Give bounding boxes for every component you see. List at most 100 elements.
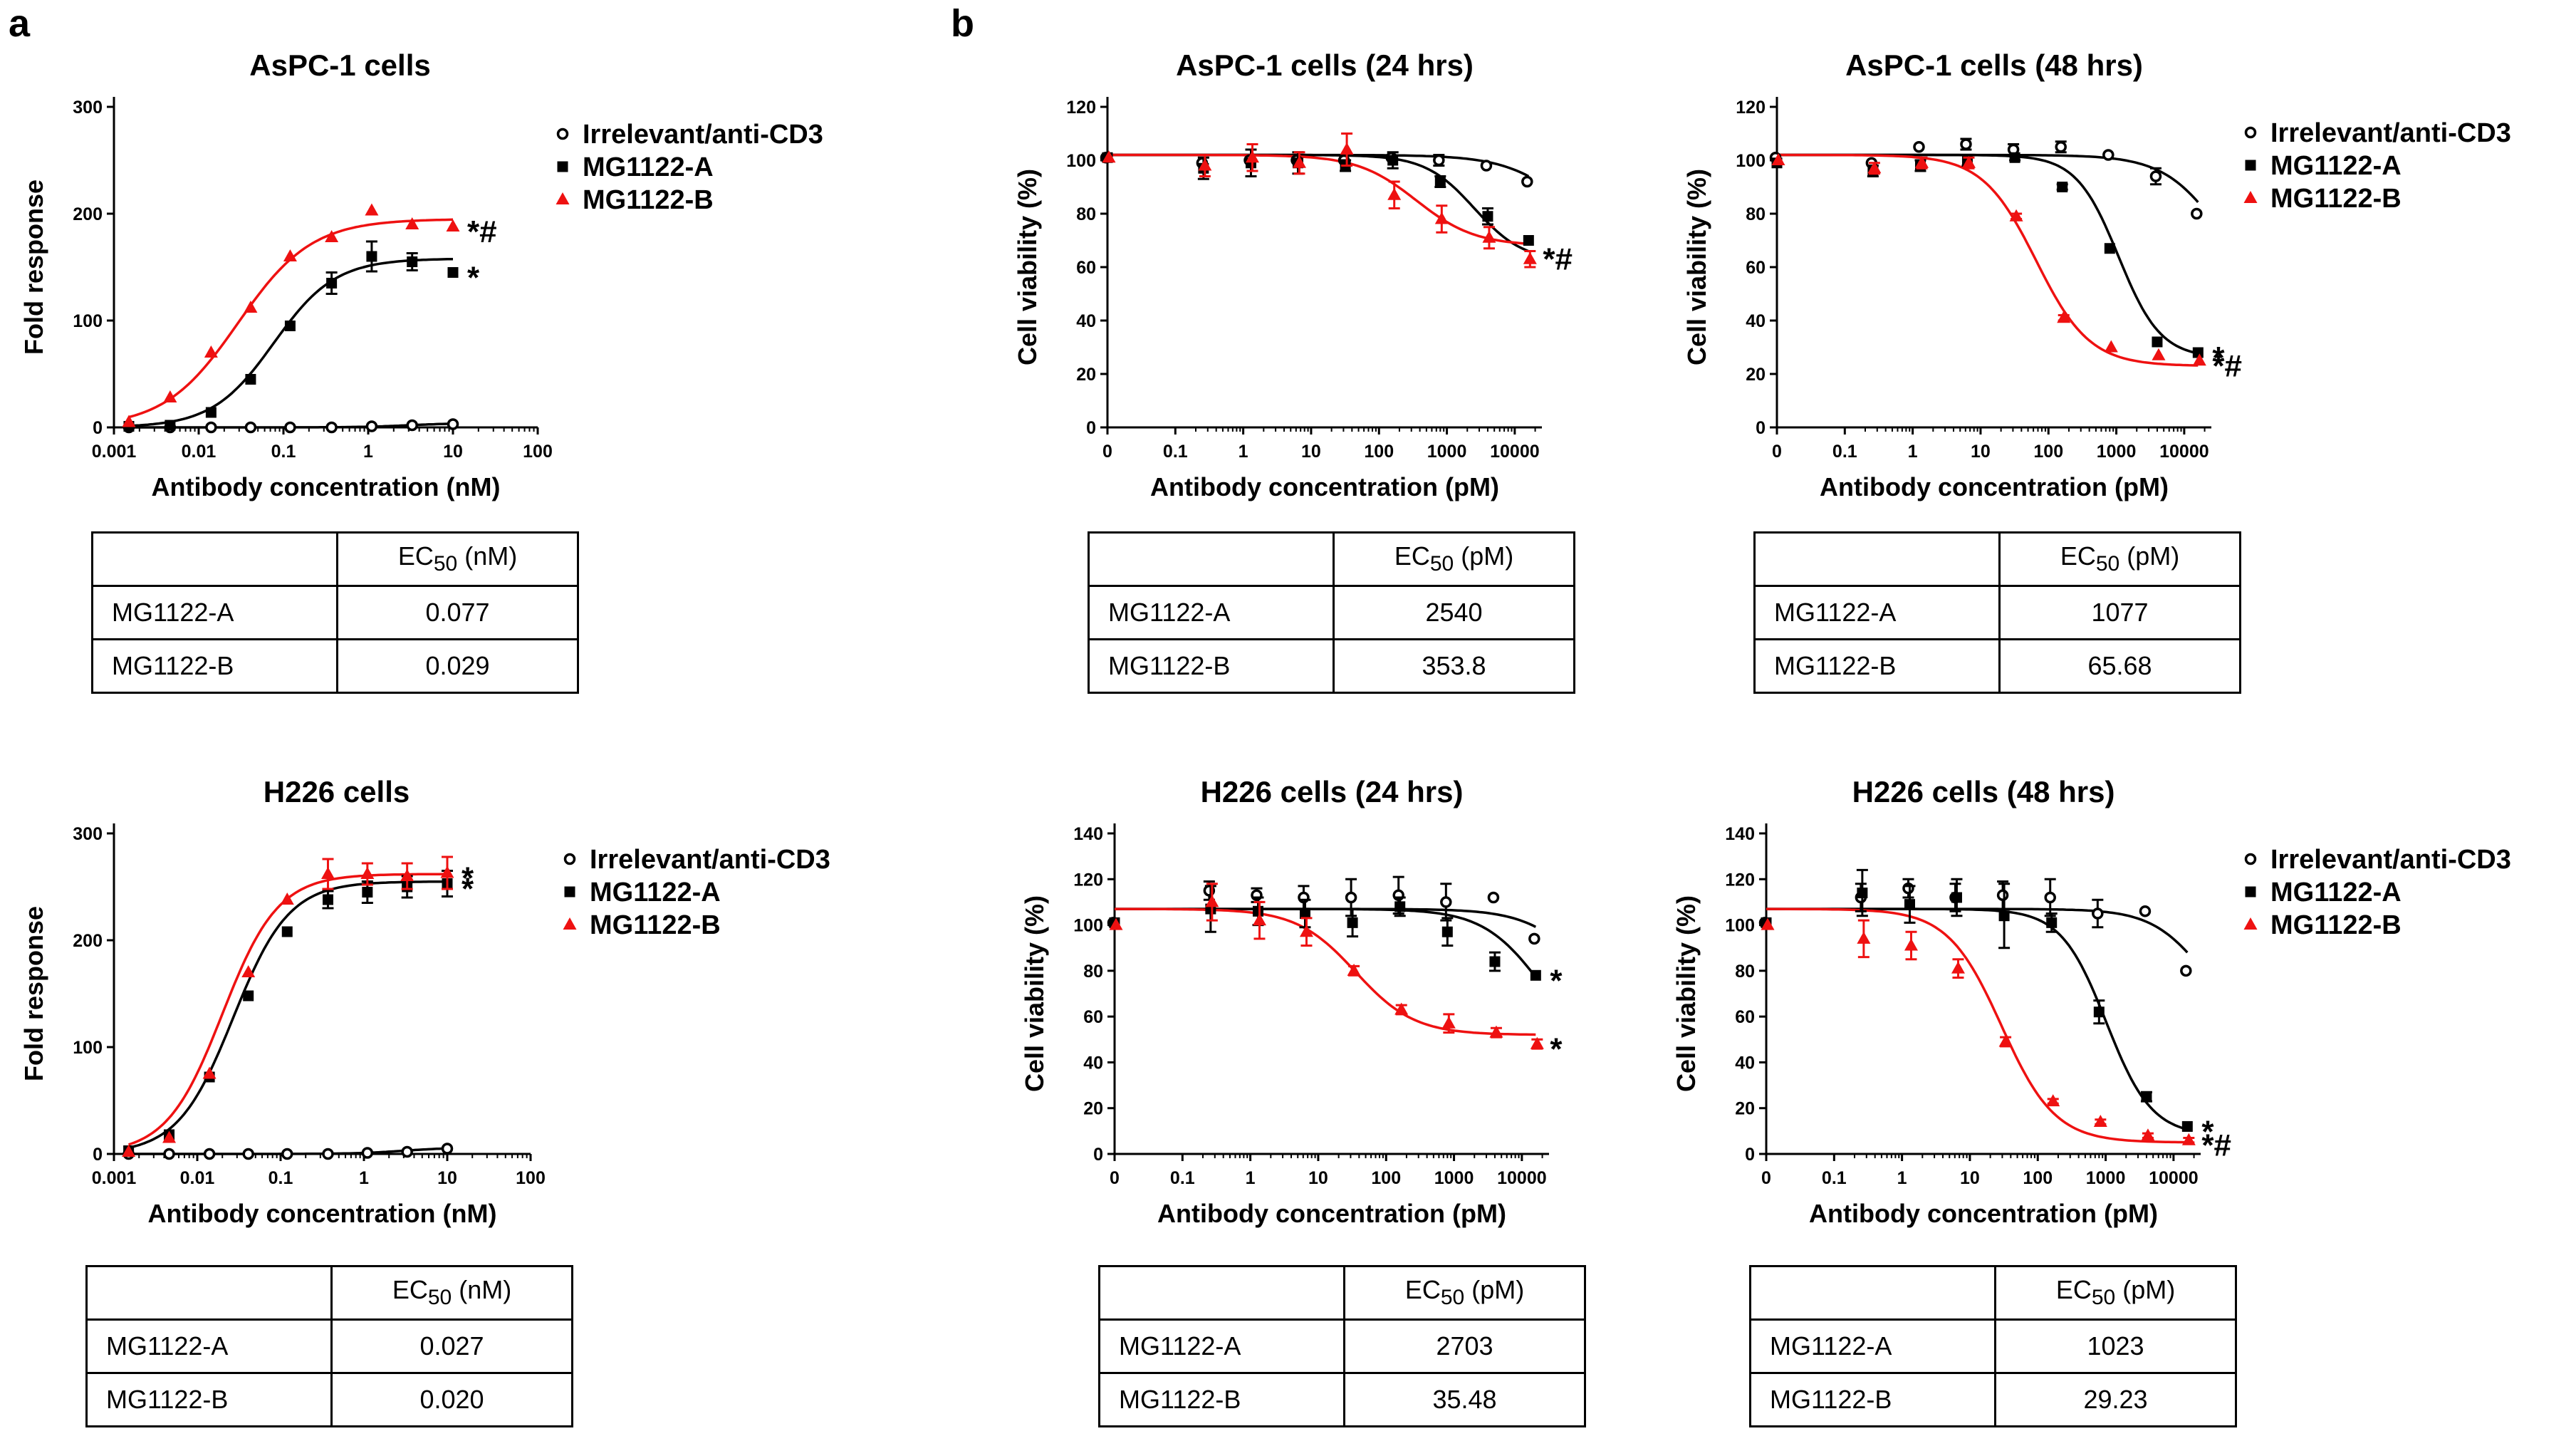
data-point xyxy=(325,421,338,434)
data-point xyxy=(1299,908,1310,919)
data-point xyxy=(1387,155,1399,166)
data-point xyxy=(242,1148,254,1160)
ec50-value: 65.68 xyxy=(1998,638,2241,694)
data-point xyxy=(280,893,294,905)
data-point xyxy=(441,1143,454,1155)
legend-marker xyxy=(564,886,575,898)
data-point xyxy=(1523,251,1537,264)
data-point xyxy=(2141,1091,2152,1103)
significance-marker: * xyxy=(1550,963,1563,998)
x-tick-label: 0 xyxy=(1772,442,1782,462)
y-tick-label: 120 xyxy=(1073,870,1103,890)
row-label: MG1122-A xyxy=(90,585,339,640)
significance-marker: *# xyxy=(2201,1128,2231,1163)
data-point xyxy=(284,321,296,331)
x-tick-label: 10 xyxy=(1308,1168,1328,1188)
data-point xyxy=(2055,141,2067,153)
series-1 xyxy=(1109,885,1541,981)
y-tick-label: 140 xyxy=(1073,824,1103,844)
data-point xyxy=(407,256,418,267)
data-point xyxy=(1340,142,1354,155)
legend-label: MG1122-B xyxy=(2270,184,2402,214)
ec50-value: 29.23 xyxy=(1994,1372,2237,1427)
y-axis-label: Cell viability (%) xyxy=(1020,895,1049,1092)
series-0 xyxy=(1769,137,2203,220)
x-tick-label: 10 xyxy=(1960,1168,1980,1188)
data-point xyxy=(362,887,373,898)
legend-marker xyxy=(2243,917,2258,930)
row-label: MG1122-B xyxy=(1097,1372,1346,1427)
x-tick-label: 1 xyxy=(1239,442,1248,462)
data-point xyxy=(1960,138,1972,150)
y-tick-label: 140 xyxy=(1725,824,1755,844)
legend-item: MG1122-A xyxy=(564,878,721,907)
data-point xyxy=(2192,353,2206,366)
ec50-value: 353.8 xyxy=(1333,638,1575,694)
y-tick-label: 100 xyxy=(1073,916,1103,936)
row-label: MG1122-A xyxy=(1097,1318,1346,1374)
ec50-value: 0.029 xyxy=(336,638,579,694)
x-tick-label: 100 xyxy=(2033,442,2063,462)
fit-curve-2 xyxy=(1114,907,1536,1036)
y-tick-label: 20 xyxy=(1735,1099,1755,1119)
x-tick-label: 1000 xyxy=(1434,1168,1474,1188)
x-tick-label: 0 xyxy=(1102,442,1112,462)
data-point xyxy=(284,421,296,434)
ec50-table-h226-48h: EC50 (pM) MG1122-A 1023 MG1122-B 29.23 xyxy=(1748,1265,2237,1427)
x-tick-label: 1 xyxy=(363,442,373,462)
data-point xyxy=(163,390,177,402)
ec50-value: 0.077 xyxy=(336,585,579,640)
x-tick-label: 10 xyxy=(1971,442,1991,462)
legend-marker xyxy=(557,161,568,172)
data-point xyxy=(1292,155,1306,168)
data-point xyxy=(1998,1034,2013,1047)
series-1 xyxy=(123,240,459,432)
chart-title: H226 cells (24 hrs) xyxy=(1201,775,1464,808)
y-tick-label: 80 xyxy=(1083,962,1103,982)
x-tick-label: 0.1 xyxy=(271,442,296,462)
x-tick-label: 10000 xyxy=(1497,1168,1547,1188)
data-point xyxy=(1394,1002,1409,1015)
y-tick-label: 0 xyxy=(1745,1145,1755,1165)
data-point xyxy=(1998,910,2010,922)
data-point xyxy=(2181,1120,2193,1132)
data-point xyxy=(1102,150,1116,163)
ec50-table-aspc1-fold: EC50 (nM) MG1122-A 0.077 MG1122-B 0.029 xyxy=(90,531,579,694)
panel-label-b: b xyxy=(951,2,974,45)
ec50-header: EC50 (pM) xyxy=(1333,531,1575,587)
significance-marker: * xyxy=(462,861,474,896)
series-0 xyxy=(1758,878,2192,977)
y-tick-label: 0 xyxy=(93,1145,103,1165)
series-1 xyxy=(1102,148,1534,246)
legend-label: MG1122-A xyxy=(583,152,714,182)
legend-marker xyxy=(563,917,577,930)
data-point xyxy=(361,1147,374,1159)
data-point xyxy=(2104,340,2118,353)
data-point xyxy=(1441,926,1453,937)
data-point xyxy=(122,1145,136,1157)
y-tick-label: 80 xyxy=(1076,204,1096,224)
ec50-table-h226-fold: EC50 (nM) MG1122-A 0.027 MG1122-B 0.020 xyxy=(85,1265,573,1427)
legend-item: MG1122-A xyxy=(557,152,714,182)
y-tick-label: 80 xyxy=(1735,962,1755,982)
data-point xyxy=(1245,150,1259,163)
legend-item: Irrelevant/anti-CD3 xyxy=(2244,118,2511,148)
ec50-value: 1077 xyxy=(1998,585,2241,640)
data-point xyxy=(245,374,256,385)
y-tick-label: 20 xyxy=(1083,1099,1103,1119)
chart-title: H226 cells (48 hrs) xyxy=(1852,775,2115,808)
panel-label-a: a xyxy=(9,2,31,45)
y-tick-label: 40 xyxy=(1076,311,1096,331)
chart-title: H226 cells xyxy=(264,775,410,808)
chart-h226-fold-response: H226 cells 0 100 200 300 0.001 0.01 0.1 1 10 100 An… xyxy=(19,775,830,1228)
data-point xyxy=(2057,182,2068,192)
data-point xyxy=(281,926,293,937)
significance-marker: *# xyxy=(2212,348,2242,383)
data-point xyxy=(1857,931,1871,944)
y-tick-label: 60 xyxy=(1076,258,1096,278)
data-point xyxy=(2149,170,2162,182)
y-tick-label: 0 xyxy=(93,418,103,438)
data-point xyxy=(1489,1025,1503,1038)
data-point xyxy=(1347,963,1361,976)
data-point xyxy=(2046,917,2058,928)
